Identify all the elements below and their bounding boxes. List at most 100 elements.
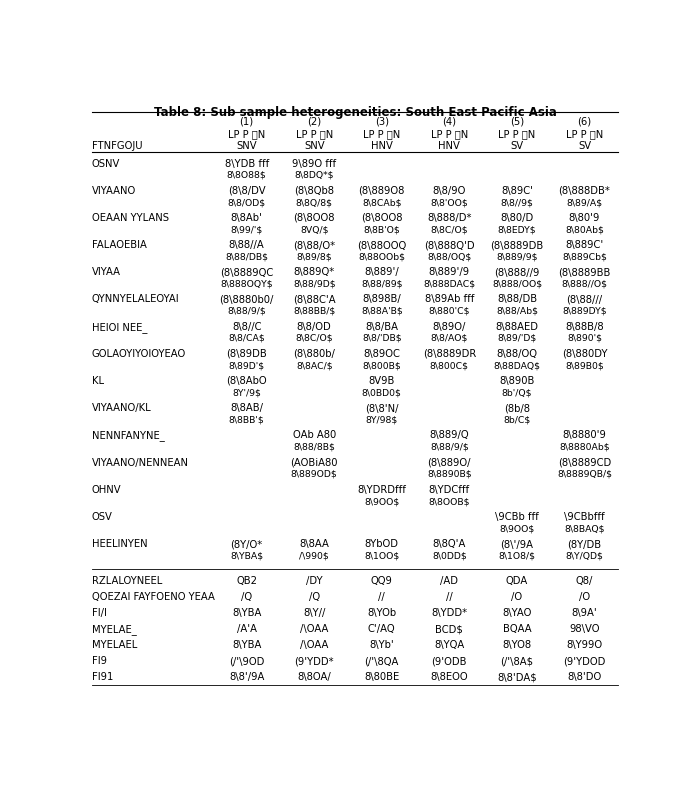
Text: 8\800C$: 8\800C$ xyxy=(430,361,469,371)
Text: /\OAA: /\OAA xyxy=(300,640,328,650)
Text: 8\8C/O$: 8\8C/O$ xyxy=(295,334,333,343)
Text: 8\Y//: 8\Y// xyxy=(303,608,326,618)
Text: 8\8'OO$: 8\8'OO$ xyxy=(430,198,468,207)
Text: 8\9A': 8\9A' xyxy=(572,608,597,618)
Text: 8\9OO$: 8\9OO$ xyxy=(364,497,399,506)
Text: 8Y'/9$: 8Y'/9$ xyxy=(232,388,261,397)
Text: 8\889'/: 8\889'/ xyxy=(365,267,399,277)
Text: 8\9OO$: 8\9OO$ xyxy=(500,525,534,533)
Text: C'/AQ: C'/AQ xyxy=(368,624,396,634)
Text: /\OAA: /\OAA xyxy=(300,624,328,634)
Text: (8\88/O*: (8\88/O* xyxy=(293,240,335,250)
Text: (/'\9OD: (/'\9OD xyxy=(229,656,264,666)
Text: 8\1O8/$: 8\1O8/$ xyxy=(498,551,536,561)
Text: 8\890B: 8\890B xyxy=(499,376,534,386)
Text: 8\89OC: 8\89OC xyxy=(363,349,401,358)
Text: 8\YO8: 8\YO8 xyxy=(502,640,532,650)
Text: (8Y/O*: (8Y/O* xyxy=(231,539,263,549)
Text: 8\YAO: 8\YAO xyxy=(502,608,532,618)
Text: 8\8/9O: 8\8/9O xyxy=(432,186,466,196)
Text: 8\88BB/$: 8\88BB/$ xyxy=(293,307,335,316)
Text: 8\8//C: 8\8//C xyxy=(232,322,261,332)
Text: 8\890'$: 8\890'$ xyxy=(567,334,602,343)
Text: 8\89O/: 8\89O/ xyxy=(432,322,466,332)
Text: 8\889DY$: 8\889DY$ xyxy=(562,307,607,316)
Text: 8\88/9D$: 8\88/9D$ xyxy=(293,280,335,289)
Text: 8\YDCfff: 8\YDCfff xyxy=(429,484,470,495)
Text: (3): (3) xyxy=(375,116,389,127)
Text: 8\89B0$: 8\89B0$ xyxy=(565,361,604,371)
Text: 8V9B: 8V9B xyxy=(369,376,395,386)
Text: 8\88DAQ$: 8\88DAQ$ xyxy=(493,361,541,371)
Text: MYELAE_: MYELAE_ xyxy=(92,624,137,635)
Text: 8\889/Q: 8\889/Q xyxy=(430,431,469,440)
Text: 8\889'/9: 8\889'/9 xyxy=(429,267,470,277)
Text: 8\89C': 8\89C' xyxy=(501,186,533,196)
Text: 98\VO: 98\VO xyxy=(569,624,599,634)
Text: SNV: SNV xyxy=(236,141,257,152)
Text: Q8/: Q8/ xyxy=(576,576,593,586)
Text: 8\88AED: 8\88AED xyxy=(495,322,538,332)
Text: 8\8EOO: 8\8EOO xyxy=(430,672,468,683)
Text: LP P 与N: LP P 与N xyxy=(228,129,265,139)
Text: 8\8Q/8$: 8\8Q/8$ xyxy=(296,198,333,207)
Text: (9'ODB: (9'ODB xyxy=(432,656,467,666)
Text: 8\88//A: 8\88//A xyxy=(229,240,265,250)
Text: (8\888//9: (8\888//9 xyxy=(494,267,540,277)
Text: 8\888DAC$: 8\888DAC$ xyxy=(423,280,475,289)
Text: FALAOEBIA: FALAOEBIA xyxy=(92,240,147,250)
Text: 8\8890B$: 8\8890B$ xyxy=(427,470,472,479)
Text: HEELINYEN: HEELINYEN xyxy=(92,539,148,549)
Text: 8\8CAb$: 8\8CAb$ xyxy=(362,198,401,207)
Text: (AOBiA80: (AOBiA80 xyxy=(290,457,338,468)
Text: HNV: HNV xyxy=(439,141,460,152)
Text: 8\0DD$: 8\0DD$ xyxy=(432,551,467,561)
Text: 8\8'DO: 8\8'DO xyxy=(568,672,602,683)
Text: (1): (1) xyxy=(240,116,254,127)
Text: 8\YBA: 8\YBA xyxy=(232,640,261,650)
Text: (8\88OOQ: (8\88OOQ xyxy=(357,240,406,250)
Text: QB2: QB2 xyxy=(236,576,257,586)
Text: 8\8880'9: 8\8880'9 xyxy=(563,431,606,440)
Text: 8\8'/9A: 8\8'/9A xyxy=(229,672,264,683)
Text: 8\88/OQ: 8\88/OQ xyxy=(496,349,538,358)
Text: (/'\8A$: (/'\8A$ xyxy=(500,656,534,666)
Text: /Q: /Q xyxy=(308,592,319,602)
Text: SV: SV xyxy=(510,141,523,152)
Text: OSNV: OSNV xyxy=(92,159,121,168)
Text: 8\888OQY$: 8\888OQY$ xyxy=(220,280,273,289)
Text: (2): (2) xyxy=(307,116,322,127)
Text: BCD$: BCD$ xyxy=(435,624,464,634)
Text: 8\89/'D$: 8\89/'D$ xyxy=(498,334,536,343)
Text: (8\888Q'D: (8\888Q'D xyxy=(424,240,475,250)
Text: (8\8889QC: (8\8889QC xyxy=(220,267,273,277)
Text: 8\8//9$: 8\8//9$ xyxy=(500,198,534,207)
Text: (8b/8: (8b/8 xyxy=(504,403,530,413)
Text: OSV: OSV xyxy=(92,512,113,522)
Text: 8\8BAQ$: 8\8BAQ$ xyxy=(564,525,605,533)
Text: 8\8EDY$: 8\8EDY$ xyxy=(498,225,536,234)
Text: 8\8/BA: 8\8/BA xyxy=(365,322,398,332)
Text: BQAA: BQAA xyxy=(502,624,532,634)
Text: 8\80BE: 8\80BE xyxy=(364,672,399,683)
Text: 8\Y99O: 8\Y99O xyxy=(566,640,603,650)
Text: /Q: /Q xyxy=(241,592,252,602)
Text: 8\8OOB$: 8\8OOB$ xyxy=(429,497,470,506)
Text: (8\8889CD: (8\8889CD xyxy=(558,457,611,468)
Text: 8\YDD*: 8\YDD* xyxy=(431,608,468,618)
Text: 8\80'9: 8\80'9 xyxy=(569,213,600,223)
Text: //: // xyxy=(378,592,385,602)
Text: FI91: FI91 xyxy=(92,672,114,683)
Text: (8\88C'A: (8\88C'A xyxy=(293,294,335,305)
Text: (8\8OO8: (8\8OO8 xyxy=(361,213,403,223)
Text: FTNFGOJU: FTNFGOJU xyxy=(92,141,143,152)
Text: SV: SV xyxy=(578,141,591,152)
Text: 8\8AB/: 8\8AB/ xyxy=(230,403,263,413)
Text: HNV: HNV xyxy=(371,141,393,152)
Text: \9CBbfff: \9CBbfff xyxy=(564,512,605,522)
Text: 8\8DQ*$: 8\8DQ*$ xyxy=(295,171,334,180)
Text: OHNV: OHNV xyxy=(92,484,121,495)
Text: NENNFANYNE_: NENNFANYNE_ xyxy=(92,431,165,441)
Text: 8\Yb': 8\Yb' xyxy=(369,640,394,650)
Text: (5): (5) xyxy=(510,116,524,127)
